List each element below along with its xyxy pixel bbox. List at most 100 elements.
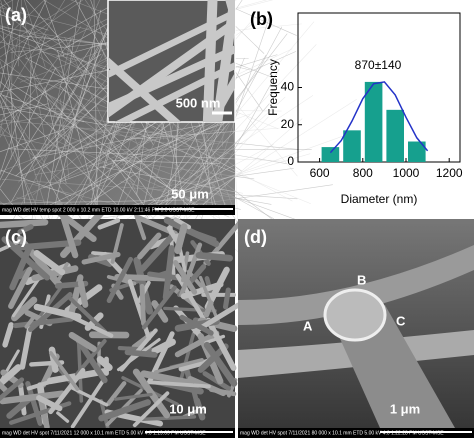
fiber <box>203 300 214 318</box>
fiber <box>0 113 65 125</box>
x-axis-label: Diameter (nm) <box>341 192 418 206</box>
fiber <box>98 399 151 422</box>
info-bar <box>238 428 474 438</box>
fiber <box>148 168 294 189</box>
fiber <box>0 169 72 197</box>
fiber <box>137 232 162 260</box>
fiber <box>0 0 84 58</box>
fiber <box>44 0 65 57</box>
fiber <box>114 273 173 282</box>
fiber <box>10 0 13 160</box>
fiber <box>119 160 255 180</box>
fiber <box>0 0 66 108</box>
fiber <box>132 391 170 428</box>
fit-curve <box>329 81 429 154</box>
fiber <box>93 0 98 210</box>
fiber <box>77 280 89 308</box>
fiber <box>0 218 49 229</box>
info-bar <box>0 205 235 215</box>
fiber <box>48 351 80 391</box>
fiber <box>140 415 197 422</box>
fiber <box>0 53 102 123</box>
fiber <box>25 57 293 202</box>
fiber <box>33 250 66 276</box>
panel-b: (b) 0 20 40 600 800 1000 1200 Diameter (nm) Frequ… <box>250 9 463 206</box>
fiber <box>0 51 105 245</box>
fiber <box>139 233 176 272</box>
x-tick-label: 1200 <box>436 166 463 180</box>
point-label: A <box>303 318 313 333</box>
fiber <box>17 0 22 67</box>
fiber <box>22 49 96 192</box>
fiber <box>0 26 126 49</box>
fiber <box>24 0 46 68</box>
fiber <box>35 286 63 322</box>
fiber <box>68 331 97 353</box>
fiber <box>0 134 102 157</box>
fiber <box>2 322 14 348</box>
fiber <box>151 338 176 355</box>
fiber <box>81 251 121 265</box>
fiber <box>238 245 474 325</box>
fiber <box>0 377 25 402</box>
fiber <box>75 338 108 384</box>
fiber <box>0 14 49 31</box>
fiber <box>113 392 153 401</box>
fiber <box>56 411 70 423</box>
y-tick-label: 20 <box>281 117 295 131</box>
fiber <box>0 119 299 150</box>
panel-c <box>0 201 243 438</box>
fiber <box>123 176 191 226</box>
fiber <box>7 148 286 162</box>
fiber <box>153 358 204 374</box>
panel-label: (c) <box>5 227 27 247</box>
fiber <box>0 35 46 176</box>
bar <box>408 141 426 162</box>
bar <box>386 109 404 162</box>
bar <box>343 130 361 162</box>
fiber <box>58 309 114 338</box>
fiber <box>119 328 158 372</box>
fiber <box>6 395 33 419</box>
fiber <box>179 314 214 336</box>
chart-title: (b) <box>250 9 273 29</box>
y-tick-label: 40 <box>281 80 295 94</box>
fiber <box>162 245 175 301</box>
y-tick-label: 0 <box>287 154 294 168</box>
fiber <box>34 141 228 176</box>
fiber <box>22 6 48 152</box>
fiber <box>71 184 333 223</box>
fiber <box>0 0 47 97</box>
fiber <box>0 26 82 138</box>
fiber <box>112 160 221 165</box>
fiber <box>106 256 134 304</box>
fiber <box>0 46 92 189</box>
fiber <box>0 0 15 51</box>
scale-label: 1 μm <box>390 401 420 416</box>
fiber <box>16 76 274 219</box>
fiber <box>66 295 107 334</box>
fiber <box>0 92 117 205</box>
fiber-end <box>323 288 387 342</box>
fiber <box>0 103 49 116</box>
scale-label: 50 μm <box>171 186 209 201</box>
fiber <box>26 376 65 391</box>
fiber <box>38 56 107 104</box>
fiber <box>1 178 298 200</box>
fiber <box>0 3 116 69</box>
fiber <box>34 85 136 183</box>
fiber <box>185 227 217 242</box>
fiber <box>175 273 208 324</box>
fiber <box>195 251 234 262</box>
info-text: mag WD det HV spot 7/11/2021 12 000 x 10… <box>2 430 206 436</box>
fiber <box>0 380 9 393</box>
fiber <box>212 0 235 122</box>
fiber <box>193 397 206 421</box>
fiber <box>174 186 272 205</box>
fiber <box>8 267 33 309</box>
scale-label: 10 μm <box>169 401 207 416</box>
fiber <box>127 279 152 341</box>
point-label: C <box>396 313 406 328</box>
fiber <box>180 281 224 300</box>
